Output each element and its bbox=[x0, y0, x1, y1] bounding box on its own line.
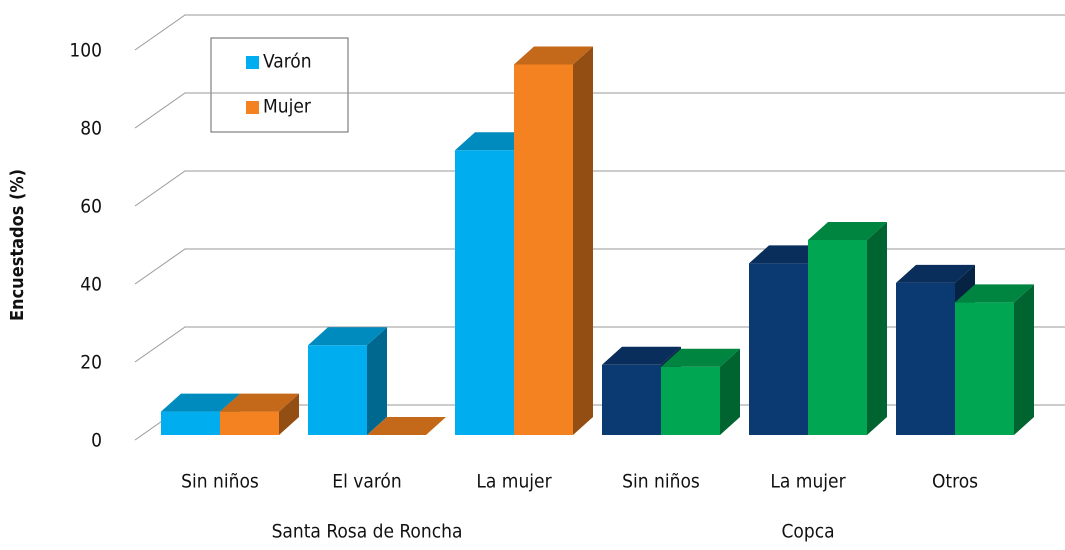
bar-side bbox=[279, 393, 299, 435]
bar-front bbox=[161, 411, 220, 435]
bar bbox=[514, 46, 593, 435]
bar-front bbox=[808, 240, 867, 435]
group-label: Santa Rosa de Roncha bbox=[272, 521, 463, 543]
bar-side bbox=[573, 46, 593, 435]
bar-top bbox=[161, 393, 240, 412]
grid-line bbox=[134, 170, 1065, 207]
bar-top bbox=[661, 348, 740, 367]
bar-front bbox=[455, 150, 514, 436]
bar-top bbox=[602, 346, 681, 365]
legend-box bbox=[210, 37, 349, 133]
grid-line bbox=[134, 14, 1065, 51]
bar-top bbox=[514, 46, 593, 65]
y-tick-label: 80 bbox=[80, 118, 102, 140]
y-axis-title: Encuestados (%) bbox=[7, 169, 28, 321]
x-tick-label: Otros bbox=[932, 471, 978, 493]
legend-label: Varón bbox=[263, 51, 312, 73]
bar-front bbox=[602, 364, 661, 435]
bar-top bbox=[808, 222, 887, 240]
bar-top bbox=[896, 264, 975, 283]
x-tick-label: La mujer bbox=[476, 471, 552, 493]
y-tick-label: 60 bbox=[80, 196, 102, 218]
bar-front bbox=[955, 302, 1014, 435]
bar-side bbox=[720, 348, 740, 435]
bar-side bbox=[1014, 284, 1034, 435]
y-tick-label: 40 bbox=[80, 274, 102, 296]
bar bbox=[808, 222, 887, 435]
bar-front bbox=[514, 64, 573, 435]
y-tick-label: 0 bbox=[91, 430, 102, 452]
bar-front bbox=[896, 282, 955, 435]
bar bbox=[661, 348, 740, 435]
legend-swatch bbox=[246, 56, 259, 69]
bar-front bbox=[749, 263, 808, 435]
bar-top bbox=[955, 284, 1034, 303]
x-tick-label: El varón bbox=[332, 471, 401, 493]
y-tick-label: 100 bbox=[69, 40, 102, 62]
x-tick-label: Sin niños bbox=[181, 471, 259, 493]
bar bbox=[308, 327, 387, 435]
bar bbox=[367, 417, 446, 435]
bar-side bbox=[867, 222, 887, 435]
legend-label: Mujer bbox=[263, 96, 312, 118]
group-label: Copca bbox=[781, 521, 834, 543]
bar bbox=[220, 393, 299, 435]
bar bbox=[955, 284, 1034, 435]
x-tick-label: La mujer bbox=[770, 471, 846, 493]
x-tick-label: Sin niños bbox=[622, 471, 700, 493]
bar-top bbox=[308, 327, 387, 346]
bar-side bbox=[367, 327, 387, 435]
bar-top bbox=[367, 417, 446, 435]
bar-top bbox=[220, 393, 299, 412]
grid-line bbox=[134, 92, 1065, 129]
bar-front bbox=[220, 411, 279, 435]
y-tick-label: 20 bbox=[80, 352, 102, 374]
bar-front bbox=[661, 366, 720, 435]
bar-front bbox=[308, 345, 367, 435]
legend-swatch bbox=[246, 101, 259, 114]
